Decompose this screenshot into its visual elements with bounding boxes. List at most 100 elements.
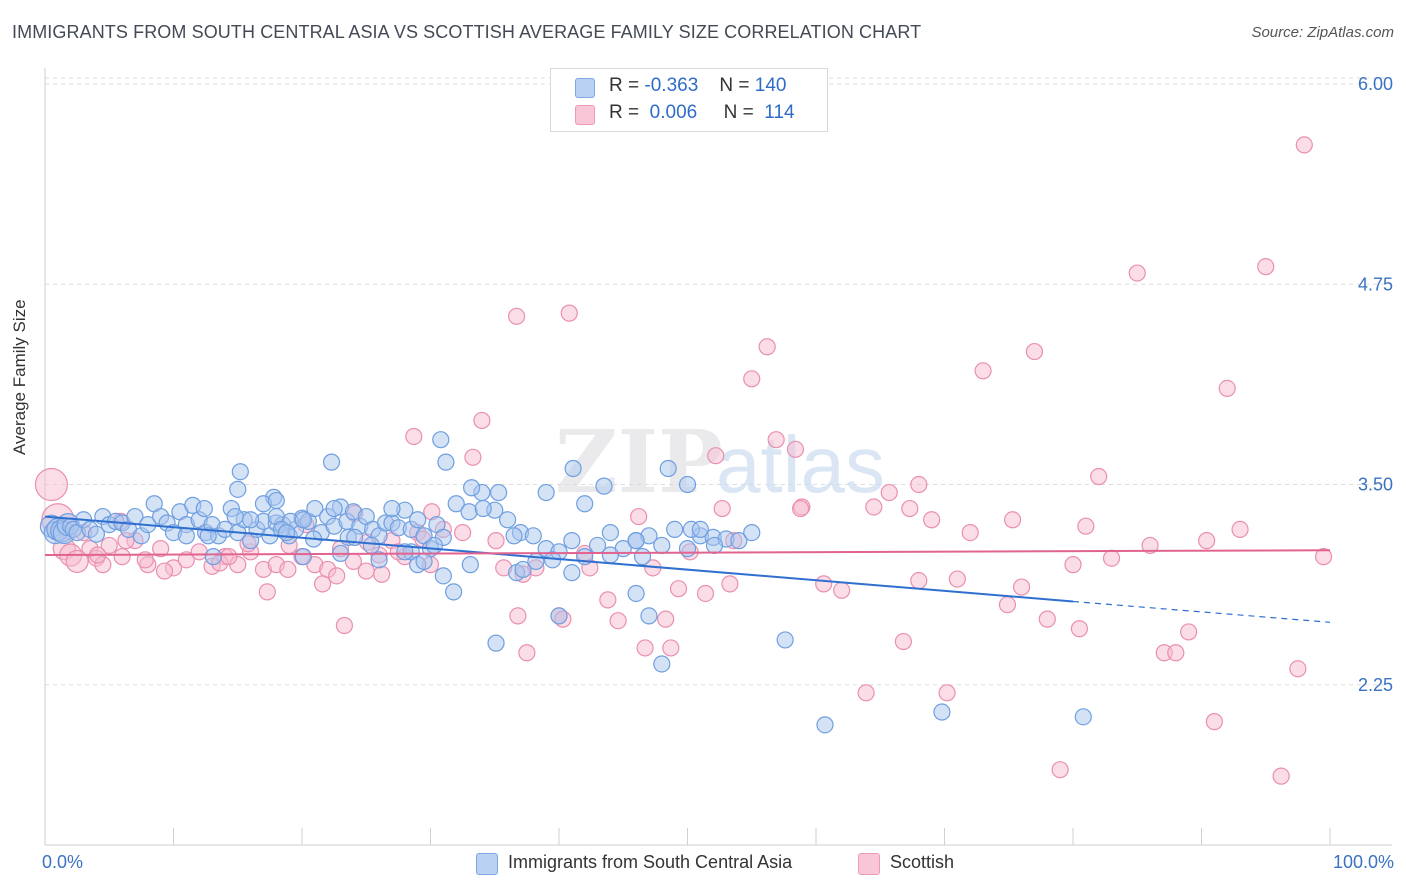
scottish-point — [696, 584, 715, 603]
y-tick-label: 4.75 — [1358, 274, 1393, 294]
scottish-point — [938, 684, 956, 702]
asia-points — [39, 431, 1092, 734]
asia-point — [627, 584, 645, 603]
asia-point — [601, 546, 620, 564]
scottish-point — [1289, 660, 1307, 678]
scottish-point — [865, 498, 883, 516]
legend-n-value-scottish: 114 — [764, 102, 795, 123]
correlation-legend: R = -0.363 N = 140 R = 0.006 N = 114 — [550, 68, 828, 132]
scottish-point — [1128, 264, 1146, 282]
scottish-point — [707, 447, 725, 465]
asia-point — [460, 503, 478, 521]
scottish-point — [518, 644, 536, 662]
legend-r-label: R = — [609, 102, 640, 123]
scottish-point — [177, 551, 195, 569]
asia-point — [1074, 708, 1092, 726]
scottish-point — [1141, 536, 1159, 555]
asia-point — [432, 431, 450, 449]
asia-point — [505, 527, 523, 545]
scottish-point — [636, 639, 654, 657]
scottish-point — [373, 565, 391, 583]
scottish-point — [487, 532, 505, 550]
y-axis-label: Average Family Size — [10, 299, 29, 455]
asia-point — [362, 536, 380, 555]
legend-r-label: R = — [609, 75, 640, 96]
scottish-point — [1272, 767, 1290, 785]
asia-point — [277, 523, 296, 542]
asia-point — [204, 548, 222, 566]
asia-point — [499, 511, 517, 529]
asia-point — [563, 564, 581, 582]
scottish-point — [136, 551, 154, 569]
asia-point — [659, 459, 677, 478]
x-axis-max-label: 100.0% — [1332, 852, 1394, 872]
scottish-point — [1004, 511, 1022, 529]
scottish-point — [220, 548, 238, 566]
asia-point — [195, 499, 213, 518]
scottish-point — [1064, 556, 1082, 574]
asia-point — [627, 532, 645, 550]
asia-point — [437, 453, 455, 471]
scottish-point — [713, 499, 731, 518]
scottish-point — [786, 440, 805, 458]
asia-point — [396, 543, 414, 561]
legend-n-label: N = — [719, 75, 750, 96]
y-tick-label: 2.25 — [1358, 675, 1393, 695]
scottish-point — [100, 536, 118, 555]
scottish-point — [328, 567, 346, 585]
scottish-point — [657, 610, 675, 628]
asia-point — [325, 499, 343, 518]
scottish-point — [974, 362, 992, 380]
scottish-point — [113, 548, 131, 566]
asia-point — [267, 491, 285, 510]
asia-point — [87, 525, 106, 543]
scottish-point — [313, 575, 332, 593]
scottish-trend-line — [44, 549, 1331, 557]
scottish-point — [767, 431, 785, 449]
scottish-point — [1051, 761, 1069, 779]
asia-point — [678, 540, 697, 558]
scottish-point — [901, 499, 919, 518]
scottish-point — [1218, 379, 1236, 398]
asia-point — [383, 499, 401, 518]
legend-swatch-asia — [575, 78, 595, 98]
asia-point — [601, 523, 620, 542]
asia-trend-line — [44, 515, 1074, 603]
scottish-point — [1102, 549, 1121, 567]
scottish-point — [34, 467, 69, 502]
asia-point — [445, 583, 463, 601]
scottish-point — [1070, 620, 1089, 638]
scottish-point — [507, 307, 526, 325]
scottish-point — [609, 612, 627, 630]
asia-point — [666, 520, 684, 538]
asia-point — [322, 453, 341, 471]
scottish-point — [1038, 610, 1056, 628]
scottish-point — [669, 580, 688, 598]
legend-r-value-scottish: 0.006 — [649, 102, 698, 123]
scottish-point — [923, 511, 941, 529]
scottish-point — [948, 570, 966, 588]
asia-point — [776, 631, 794, 649]
scottish-point — [815, 575, 833, 593]
scottish-point — [405, 427, 423, 446]
bottom-legend-swatch-scottish — [858, 853, 880, 875]
scottish-point — [758, 338, 776, 356]
scottish-point — [1198, 532, 1216, 550]
asia-point — [447, 495, 465, 513]
scottish-point — [910, 475, 928, 494]
asia-point — [514, 560, 532, 579]
scottish-point — [1205, 713, 1223, 731]
asia-point — [490, 483, 508, 502]
legend-n-value-asia: 140 — [754, 75, 787, 96]
asia-point — [691, 520, 709, 538]
legend-text-scottish: R = 0.006 N = 114 — [609, 102, 795, 124]
asia-point — [564, 459, 582, 478]
scottish-point — [454, 523, 472, 542]
scottish-point — [335, 616, 354, 635]
scottish-point — [630, 507, 648, 526]
watermark: ZIP atlas — [555, 412, 885, 513]
scottish-point — [1314, 548, 1333, 566]
asia-point — [242, 511, 260, 529]
asia-point — [199, 527, 217, 545]
scottish-point — [894, 632, 912, 651]
